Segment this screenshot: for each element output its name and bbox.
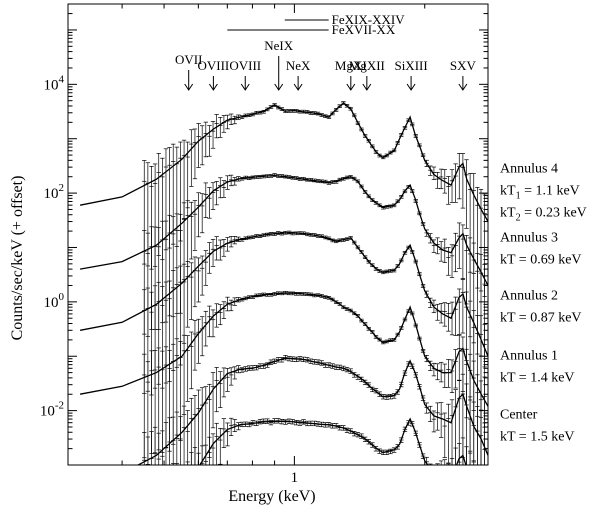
y-tick-exponent: 4 [59, 73, 65, 85]
emission-line-label: MgXII [349, 58, 385, 73]
emission-line-label: NeIX [264, 38, 293, 53]
model-curve [79, 292, 488, 407]
emission-line-label: OVII [175, 52, 202, 67]
series-label: kT = 1.4 keV [500, 370, 575, 385]
series-label-subscript: 1 [516, 190, 521, 201]
emission-line-arrowhead [274, 83, 284, 91]
y-tick-label: 10-2 [40, 400, 64, 420]
emission-line-arrowhead [240, 83, 250, 91]
emission-line-label: MgXI [335, 58, 367, 73]
emission-line-arrowhead [406, 83, 416, 91]
series-label: Annulus 3 [500, 231, 558, 246]
emission-line-label: OVIII [198, 58, 230, 73]
y-tick-base: 10 [40, 404, 55, 420]
fe-range-label: FeXIX-XXIV [332, 12, 406, 27]
series-label-text: = 0.23 keV [521, 205, 587, 220]
emission-line-label: NeX [286, 58, 311, 73]
emission-line-arrowhead [346, 83, 356, 91]
y-tick-exponent: -2 [55, 400, 64, 412]
series-label-subscript: 2 [516, 212, 521, 223]
emission-line-arrowhead [293, 83, 303, 91]
x-axis-label: Energy (keV) [228, 488, 315, 505]
series-label: Annulus 2 [500, 288, 558, 303]
emission-line-arrowhead [362, 83, 372, 91]
data-points [142, 290, 487, 465]
y-tick-base: 10 [44, 77, 59, 93]
y-axis-label: Counts/sec/keV (+ offset) [9, 176, 26, 341]
plot-frame [67, 3, 489, 466]
series-label: Annulus 1 [500, 348, 558, 363]
y-tick-label: 102 [44, 182, 65, 202]
series-label: kT = 0.69 keV [500, 253, 582, 268]
series-label-text: = 1.1 keV [521, 183, 580, 198]
series-label: kT = 0.87 keV [500, 310, 582, 325]
emission-line-label: SXV [450, 58, 477, 73]
series-label-text: kT [500, 205, 516, 220]
series-label: kT = 1.5 keV [500, 429, 575, 444]
fe-range-label: FeXVII-XX [332, 22, 396, 37]
y-tick-label: 100 [44, 291, 65, 311]
x-tick-label: 1 [291, 470, 299, 486]
y-tick-base: 10 [44, 186, 59, 202]
y-tick-exponent: 0 [59, 291, 65, 303]
emission-line-arrowhead [184, 83, 194, 91]
y-tick-base: 10 [44, 295, 59, 311]
data-points [142, 230, 487, 428]
series-label: Center [500, 407, 538, 422]
emission-line-label: SiXIII [394, 58, 427, 73]
series-label: kT2 = 0.23 keV [500, 205, 587, 223]
series-label: kT1 = 1.1 keV [500, 183, 580, 201]
data-points [142, 355, 487, 465]
series-label: Annulus 4 [500, 161, 558, 176]
series-label-text: kT [500, 183, 516, 198]
y-tick-label: 104 [44, 73, 65, 93]
emission-line-label: OVIII [229, 58, 261, 73]
y-tick-exponent: 2 [59, 182, 65, 194]
emission-line-arrowhead [458, 83, 468, 91]
data-points [142, 101, 487, 297]
emission-line-arrowhead [208, 83, 218, 91]
